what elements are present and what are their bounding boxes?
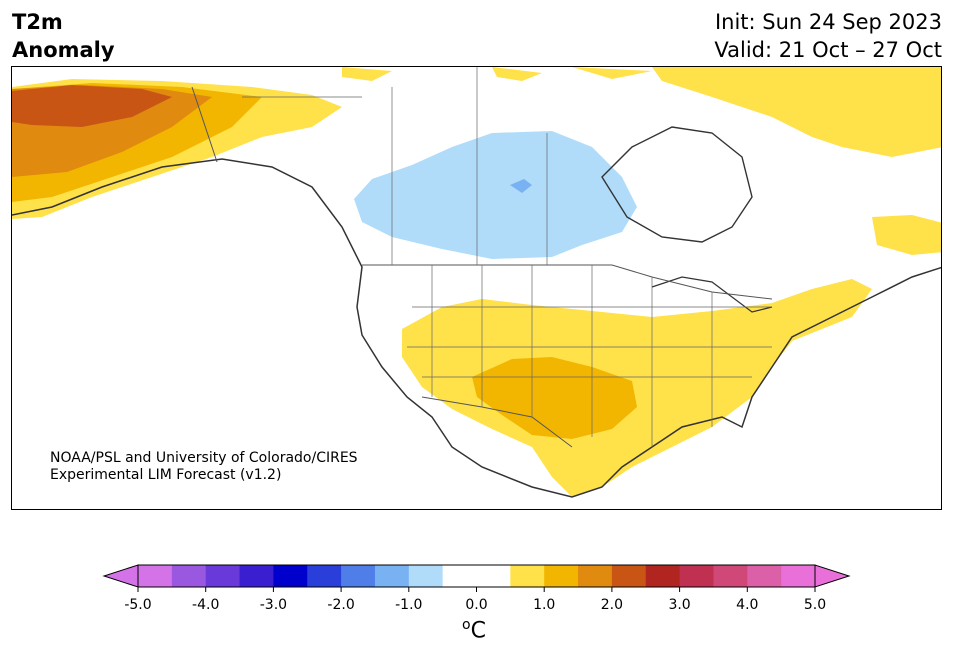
colorbar-tick-label: -5.0 [124, 597, 151, 613]
canada-cool-core [510, 179, 532, 193]
colorbar-cell [510, 565, 545, 587]
colorbar-cell [578, 565, 613, 587]
title-line-1: T2m [12, 10, 63, 34]
colorbar-cell [679, 565, 714, 587]
colorbar-cell [476, 565, 511, 587]
colorbar-unit-label: oC [462, 617, 486, 643]
colorbar-cell [442, 565, 477, 587]
colorbar-tick-label: 3.0 [668, 597, 690, 613]
credit-line-1: NOAA/PSL and University of Colorado/CIRE… [50, 450, 358, 466]
colorbar-cell [611, 565, 647, 587]
canada-cool-anomaly [354, 131, 637, 259]
colorbar-cell [645, 565, 681, 587]
colorbar-tick-label: -4.0 [192, 597, 219, 613]
colorbar: -5.0 -4.0 -3.0 -2.0 -1.0 0.0 1.0 2.0 3.0 4.0 5.0 [102, 564, 851, 613]
colorbar-cell [273, 565, 308, 587]
colorbar-tick-label: -1.0 [395, 597, 422, 613]
labrador-warm-anomaly [872, 215, 941, 255]
colorbar-tick-label: 1.0 [533, 597, 555, 613]
colorbar-cell [307, 565, 342, 587]
colorbar-tick-label: 0.0 [465, 597, 487, 613]
arctic-warm-patch-west [342, 67, 392, 81]
colorbar-tick-label: -2.0 [327, 597, 354, 613]
colorbar-extend-high [814, 564, 851, 588]
us-mexico-border [421, 396, 573, 448]
northeast-canada-warm-anomaly [652, 67, 941, 157]
title-line-2: Anomaly [12, 38, 115, 62]
colorbar-cell [239, 565, 274, 587]
colorbar-cell [374, 565, 410, 587]
colorbar-tick-label: -3.0 [260, 597, 287, 613]
coastline-outline [12, 158, 941, 498]
colorbar-cell [408, 565, 444, 587]
colorbar-cell [747, 565, 782, 587]
alaska-anomaly-hot [12, 85, 172, 127]
province-borders [242, 67, 548, 265]
colorbar-tick-label: 5.0 [804, 597, 826, 613]
valid-range: Valid: 21 Oct – 27 Oct [714, 38, 942, 62]
colorbar-cell [138, 565, 173, 587]
colorbar-cell [341, 565, 376, 587]
alaska-canada-border [191, 86, 218, 163]
colorbar-cell [544, 565, 579, 587]
us-warm-anomaly [402, 279, 872, 497]
unit-degree-sup: o [462, 617, 471, 633]
init-date: Init: Sun 24 Sep 2023 [714, 10, 942, 34]
arctic-warm-patch-center [492, 67, 652, 81]
colorbar-tick-label: 4.0 [736, 597, 758, 613]
map-title: T2m Anomaly [12, 8, 115, 64]
colorbar-extend-low [102, 564, 139, 588]
colorbar-cell [713, 565, 748, 587]
anomaly-map: NOAA/PSL and University of Colorado/CIRE… [11, 66, 942, 510]
hudson-bay-outline [601, 126, 753, 243]
forecast-dates: Init: Sun 24 Sep 2023 Valid: 21 Oct – 27… [714, 8, 942, 64]
state-borders [407, 265, 772, 447]
map-svg [12, 67, 941, 498]
great-lakes-outline [651, 276, 773, 313]
colorbar-cell [205, 565, 241, 587]
colorbar-cell [781, 565, 816, 587]
credit-text: NOAA/PSL and University of Colorado/CIRE… [50, 450, 358, 484]
colorbar-tick-label: 2.0 [601, 597, 623, 613]
credit-line-2: Experimental LIM Forecast (v1.2) [50, 467, 282, 483]
unit-base: C [470, 618, 486, 644]
colorbar-cells [102, 564, 851, 588]
colorbar-ticks: -5.0 -4.0 -3.0 -2.0 -1.0 0.0 1.0 2.0 3.0 4.0 5.0 [124, 587, 826, 613]
colorbar-cell [171, 565, 207, 587]
southwest-warm-core [472, 357, 637, 439]
